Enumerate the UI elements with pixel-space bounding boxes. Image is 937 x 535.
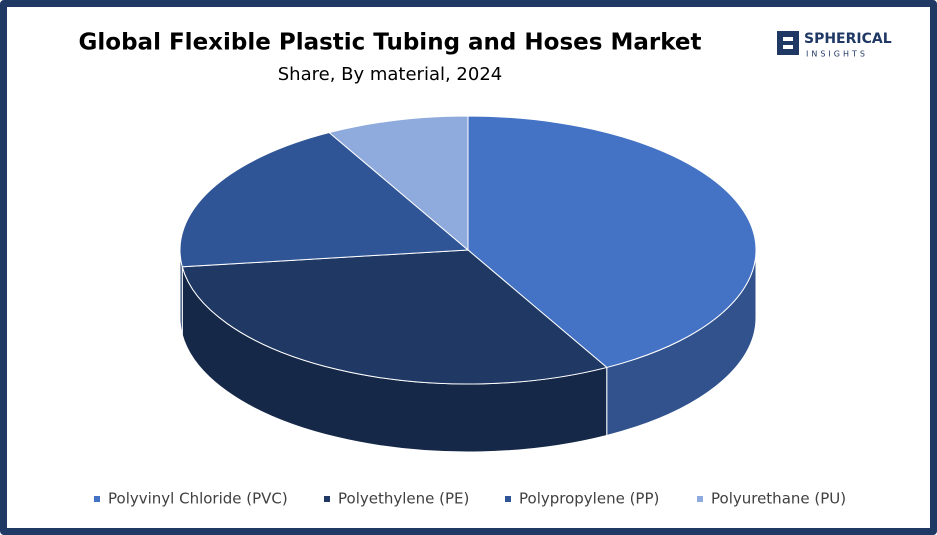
legend-marker [94, 496, 100, 502]
logo-icon [777, 31, 799, 55]
slice [467, 115, 757, 368]
logo: SPHERICAL INSIGHTS [777, 31, 892, 59]
logo-icon-stripe [783, 45, 793, 49]
slice [179, 132, 470, 268]
legend-marker [697, 496, 703, 502]
chart-title: Global Flexible Plastic Tubing and Hoses… [79, 30, 702, 56]
slice [328, 115, 469, 252]
legend-label: Polyvinyl Chloride (PVC) [108, 490, 288, 508]
legend-label: Polypropylene (PP) [519, 490, 659, 508]
logo-name: SPHERICAL [804, 31, 892, 47]
slice [181, 249, 608, 385]
legend-label: Polyurethane (PU) [711, 490, 846, 508]
legend-label: Polyethylene (PE) [338, 490, 469, 508]
logo-tagline: INSIGHTS [806, 50, 868, 59]
legend-marker [324, 496, 330, 502]
legend-marker [505, 496, 511, 502]
chart-subtitle: Share, By material, 2024 [278, 64, 503, 85]
logo-icon-stripe [783, 37, 793, 41]
